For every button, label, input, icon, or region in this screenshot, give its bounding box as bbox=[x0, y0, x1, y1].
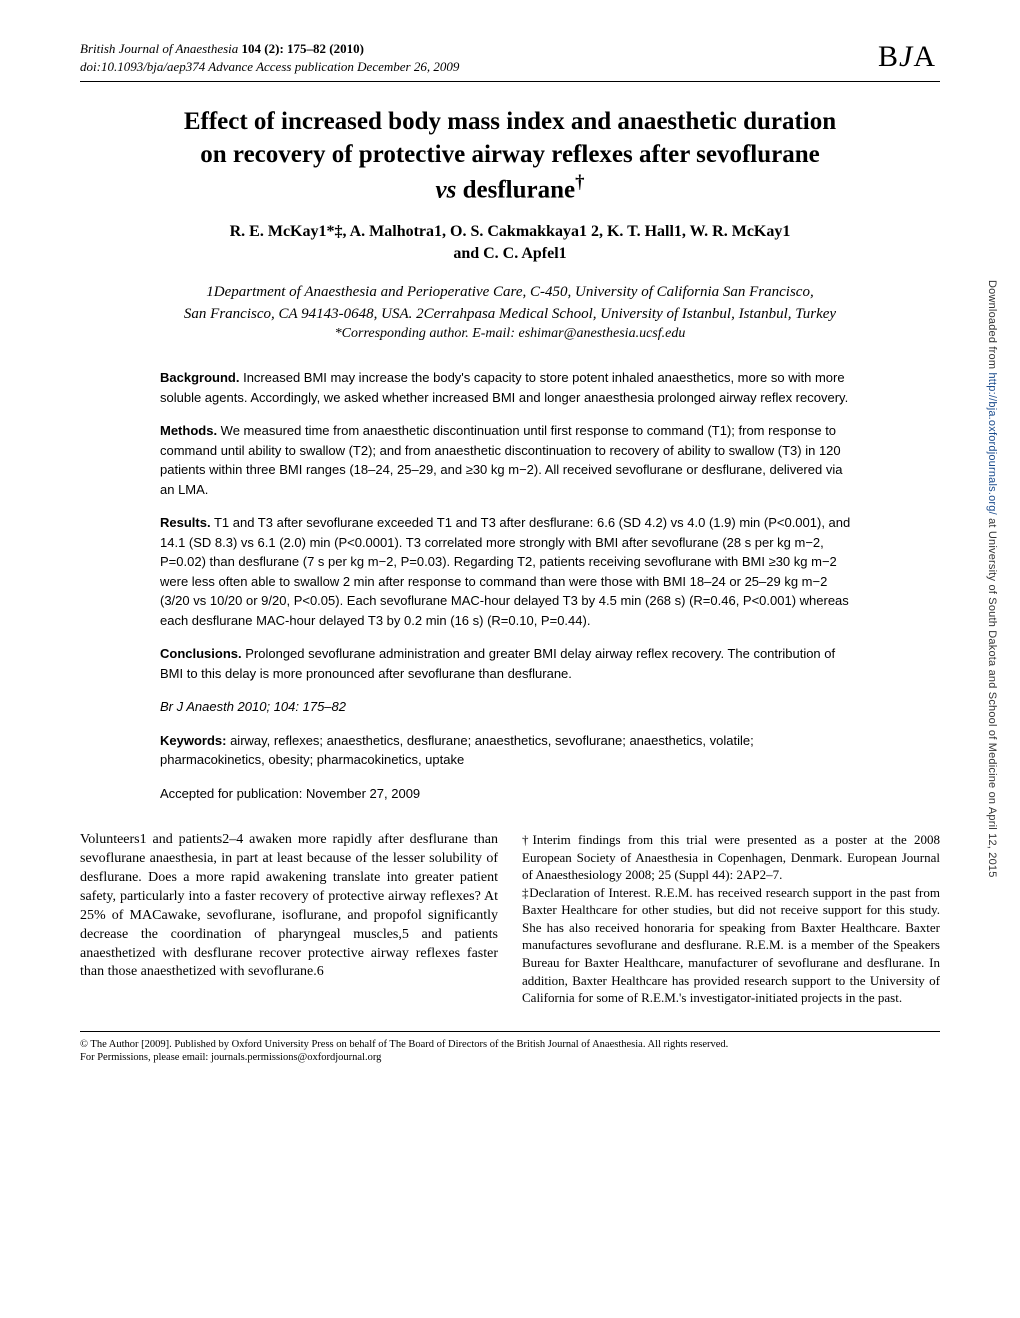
accepted-date: Accepted for publication: November 27, 2… bbox=[160, 784, 860, 804]
title-dagger: † bbox=[575, 172, 584, 193]
journal-header: British Journal of Anaesthesia 104 (2): … bbox=[80, 40, 459, 75]
sidebar-pre: Downloaded from bbox=[986, 280, 998, 372]
authors-line-1: R. E. McKay1*‡, A. Malhotra1, O. S. Cakm… bbox=[80, 221, 940, 243]
sidebar-link[interactable]: http://bja.oxfordjournals.org/ bbox=[986, 372, 998, 514]
keywords-text: airway, reflexes; anaesthetics, desflura… bbox=[160, 733, 754, 768]
results-text: T1 and T3 after sevoflurane exceeded T1 … bbox=[160, 515, 850, 628]
article-title: Effect of increased body mass index and … bbox=[120, 106, 900, 207]
title-vs: vs bbox=[436, 176, 457, 203]
conclusions-label: Conclusions. bbox=[160, 646, 242, 661]
methods-text: We measured time from anaesthetic discon… bbox=[160, 423, 842, 497]
journal-logo: BJA bbox=[878, 40, 940, 74]
journal-volume: 104 (2): 175–82 (2010) bbox=[242, 41, 364, 56]
title-line-2: on recovery of protective airway reflexe… bbox=[200, 141, 819, 168]
copyright: © The Author [2009]. Published by Oxford… bbox=[80, 1031, 940, 1065]
sidebar-post: at University of South Dakota and School… bbox=[986, 515, 998, 878]
body-columns: Volunteers1 and patients2–4 awaken more … bbox=[80, 831, 940, 1006]
abstract-citation: Br J Anaesth 2010; 104: 175–82 bbox=[160, 697, 860, 717]
left-column: Volunteers1 and patients2–4 awaken more … bbox=[80, 831, 498, 1006]
intro-paragraph: Volunteers1 and patients2–4 awaken more … bbox=[80, 831, 498, 982]
methods-label: Methods. bbox=[160, 423, 217, 438]
conclusions-text: Prolonged sevoflurane administration and… bbox=[160, 646, 835, 681]
results-label: Results. bbox=[160, 515, 211, 530]
copyright-line-1: © The Author [2009]. Published by Oxford… bbox=[80, 1038, 940, 1052]
keywords-label: Keywords: bbox=[160, 733, 226, 748]
footnote-dagger: †Interim findings from this trial were p… bbox=[522, 831, 940, 884]
affiliation-2: San Francisco, CA 94143-0648, USA. 2Cerr… bbox=[80, 304, 940, 324]
abstract: Background. Increased BMI may increase t… bbox=[160, 368, 860, 803]
affiliation-1: 1Department of Anaesthesia and Periopera… bbox=[80, 282, 940, 302]
authors: R. E. McKay1*‡, A. Malhotra1, O. S. Cakm… bbox=[80, 221, 940, 266]
corresponding-author: *Corresponding author. E-mail: eshimar@a… bbox=[80, 326, 940, 342]
footnote-double-dagger: ‡Declaration of Interest. R.E.M. has rec… bbox=[522, 884, 940, 1007]
download-sidebar: Downloaded from http://bja.oxfordjournal… bbox=[986, 280, 998, 878]
copyright-line-2: For Permissions, please email: journals.… bbox=[80, 1051, 940, 1065]
right-column: †Interim findings from this trial were p… bbox=[522, 831, 940, 1006]
journal-name: British Journal of Anaesthesia bbox=[80, 41, 238, 56]
header: British Journal of Anaesthesia 104 (2): … bbox=[80, 40, 940, 82]
title-line-1: Effect of increased body mass index and … bbox=[184, 108, 836, 135]
background-text: Increased BMI may increase the body's ca… bbox=[160, 370, 848, 405]
background-label: Background. bbox=[160, 370, 239, 385]
doi-line: doi:10.1093/bja/aep374 Advance Access pu… bbox=[80, 58, 459, 76]
title-line-3: desflurane bbox=[456, 176, 575, 203]
authors-line-2: and C. C. Apfel1 bbox=[80, 243, 940, 265]
